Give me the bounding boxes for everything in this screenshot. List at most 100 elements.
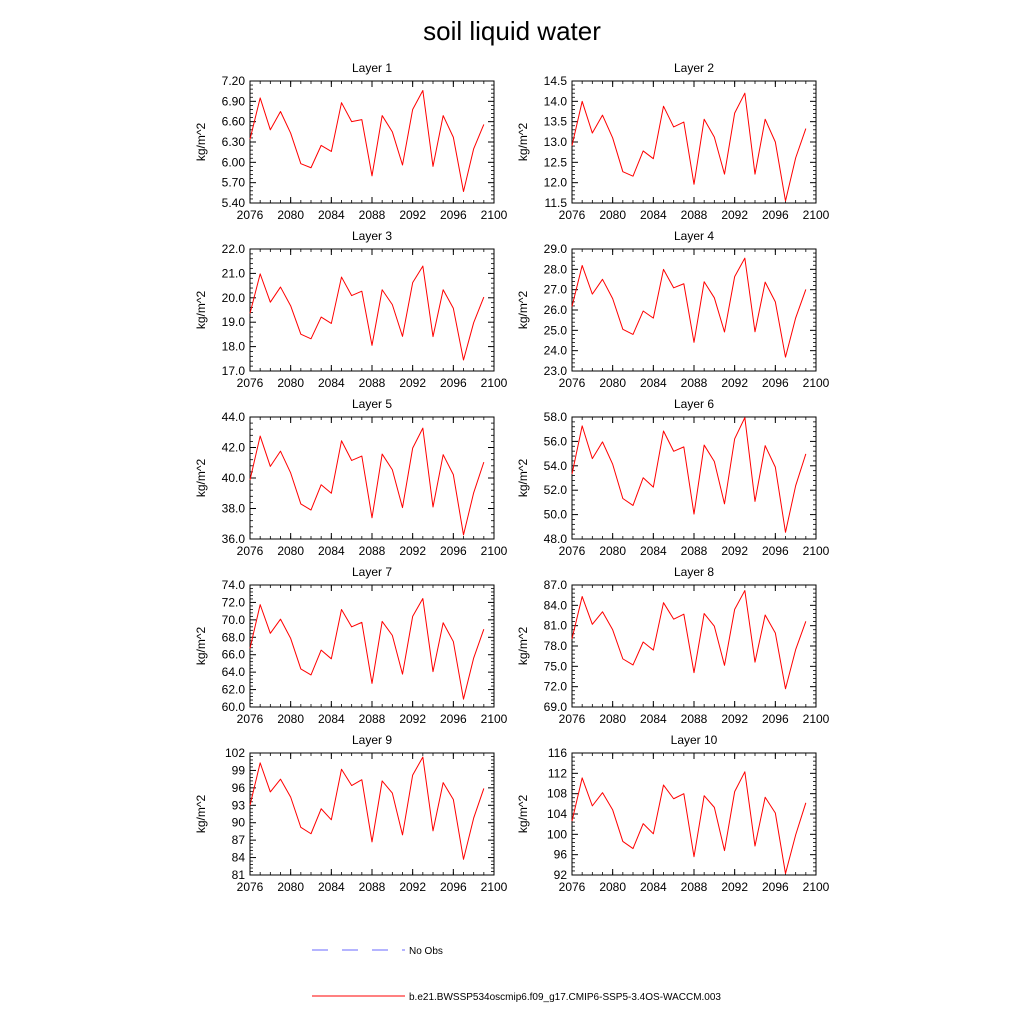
x-tick-label: 2080 xyxy=(599,712,626,726)
series-line xyxy=(249,598,485,700)
panel-layer-5: Layer 5 2076 2080 2084 2088 2092 2096 2100 36.0 3… xyxy=(194,397,508,558)
y-tick-label: 72.0 xyxy=(222,595,246,609)
x-tick-label: 2076 xyxy=(559,712,586,726)
y-tick-label: 108 xyxy=(547,787,567,801)
y-tick-label: 28.0 xyxy=(544,262,568,276)
panel-title: Layer 5 xyxy=(352,397,392,411)
panel-layer-6: Layer 6 2076 2080 2084 2088 2092 2096 2100 48.0 5… xyxy=(516,397,830,558)
x-tick-label: 2096 xyxy=(762,376,789,390)
series-line xyxy=(249,756,485,860)
y-axis-label: kg/m^2 xyxy=(516,627,530,666)
y-tick-label: 87.0 xyxy=(544,578,568,592)
y-axis-label: kg/m^2 xyxy=(194,795,208,834)
panel-title: Layer 10 xyxy=(671,733,718,747)
panel-layer-7: Layer 7 2076 2080 2084 2088 2092 2096 2100 60.0 6… xyxy=(194,565,508,726)
y-tick-label: 50.0 xyxy=(544,508,568,522)
x-tick-label: 2096 xyxy=(762,880,789,894)
y-tick-label: 93 xyxy=(232,798,246,812)
x-tick-label: 2092 xyxy=(721,544,748,558)
x-tick-label: 2096 xyxy=(762,712,789,726)
x-tick-label: 2100 xyxy=(481,880,508,894)
y-tick-label: 14.0 xyxy=(544,94,568,108)
x-tick-label: 2076 xyxy=(237,208,264,222)
panel-layer-10: Layer 10 2076 2080 2084 2088 2092 2096 2100 92 96… xyxy=(516,733,830,894)
x-tick-label: 2092 xyxy=(399,712,426,726)
x-tick-label: 2076 xyxy=(559,544,586,558)
x-tick-label: 2092 xyxy=(399,880,426,894)
panel-layer-8: Layer 8 2076 2080 2084 2088 2092 2096 2100 69.0 7… xyxy=(516,565,830,726)
x-tick-label: 2100 xyxy=(481,544,508,558)
x-tick-label: 2096 xyxy=(440,544,467,558)
x-tick-label: 2092 xyxy=(721,376,748,390)
series-line xyxy=(249,427,485,536)
y-tick-label: 56.0 xyxy=(544,434,568,448)
y-tick-label: 104 xyxy=(547,807,567,821)
x-tick-label: 2076 xyxy=(559,880,586,894)
x-tick-label: 2076 xyxy=(237,376,264,390)
x-tick-label: 2080 xyxy=(277,880,304,894)
y-tick-label: 90 xyxy=(232,816,246,830)
y-tick-label: 12.5 xyxy=(544,155,568,169)
x-tick-label: 2088 xyxy=(681,208,708,222)
x-tick-label: 2092 xyxy=(399,376,426,390)
x-tick-label: 2084 xyxy=(640,208,667,222)
y-tick-label: 7.20 xyxy=(222,74,246,88)
panel-layer-3: Layer 3 2076 2080 2084 2088 2092 2096 2100 17.0 1… xyxy=(194,229,508,390)
y-axis-label: kg/m^2 xyxy=(194,627,208,666)
y-tick-label: 36.0 xyxy=(222,532,246,546)
y-tick-label: 81.0 xyxy=(544,619,568,633)
x-tick-label: 2100 xyxy=(481,712,508,726)
y-axis-label: kg/m^2 xyxy=(516,459,530,498)
x-tick-label: 2080 xyxy=(599,880,626,894)
y-tick-label: 84 xyxy=(232,851,246,865)
x-tick-label: 2076 xyxy=(237,712,264,726)
y-tick-label: 19.0 xyxy=(222,315,246,329)
x-tick-label: 2084 xyxy=(318,880,345,894)
y-tick-label: 17.0 xyxy=(222,364,246,378)
y-tick-label: 81 xyxy=(232,868,246,882)
panel-grid: Layer 1 2076 2080 2084 2088 2092 2096 2100 5.40 5… xyxy=(194,61,830,894)
y-tick-label: 70.0 xyxy=(222,613,246,627)
x-tick-label: 2088 xyxy=(359,376,386,390)
plot-frame xyxy=(249,80,495,204)
series-line xyxy=(571,92,807,202)
plot-frame xyxy=(571,248,817,372)
series-line xyxy=(571,590,807,690)
x-tick-label: 2080 xyxy=(277,544,304,558)
y-tick-label: 48.0 xyxy=(544,532,568,546)
y-tick-label: 87 xyxy=(232,833,246,847)
x-tick-label: 2084 xyxy=(640,880,667,894)
x-tick-label: 2084 xyxy=(318,544,345,558)
x-tick-label: 2096 xyxy=(762,208,789,222)
y-tick-label: 100 xyxy=(547,827,567,841)
y-tick-label: 21.0 xyxy=(222,266,246,280)
y-tick-label: 96 xyxy=(554,848,568,862)
y-tick-label: 14.5 xyxy=(544,74,568,88)
x-tick-label: 2076 xyxy=(559,376,586,390)
series-line xyxy=(249,89,485,192)
x-tick-label: 2088 xyxy=(359,712,386,726)
x-tick-label: 2084 xyxy=(318,712,345,726)
legend-no-obs-label: No Obs xyxy=(409,946,443,957)
x-tick-label: 2088 xyxy=(681,880,708,894)
y-tick-label: 6.30 xyxy=(222,135,246,149)
panel-layer-2: Layer 2 2076 2080 2084 2088 2092 2096 2100 11.5 1… xyxy=(516,61,830,222)
y-tick-label: 6.90 xyxy=(222,94,246,108)
panel-title: Layer 8 xyxy=(674,565,714,579)
y-tick-label: 20.0 xyxy=(222,291,246,305)
x-tick-label: 2100 xyxy=(803,880,830,894)
y-tick-label: 69.0 xyxy=(544,700,568,714)
x-tick-label: 2076 xyxy=(237,880,264,894)
y-tick-label: 38.0 xyxy=(222,502,246,516)
plot-frame xyxy=(249,416,495,540)
y-tick-label: 96 xyxy=(232,781,246,795)
y-tick-label: 92 xyxy=(554,868,568,882)
panel-title: Layer 1 xyxy=(352,61,392,75)
x-tick-label: 2076 xyxy=(559,208,586,222)
plot-frame xyxy=(249,248,495,372)
series-line xyxy=(571,771,807,874)
x-tick-label: 2084 xyxy=(640,544,667,558)
y-tick-label: 78.0 xyxy=(544,639,568,653)
y-tick-label: 84.0 xyxy=(544,598,568,612)
